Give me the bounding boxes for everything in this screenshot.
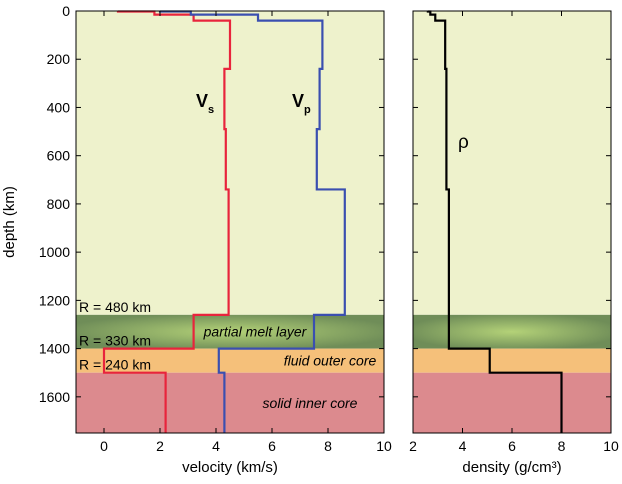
axes-layer: 0 2 4 6 8 10 0 200 400 600 800 1000 1200 1400 1600 velo… bbox=[1, 3, 619, 476]
y-tick-label: 1600 bbox=[39, 389, 70, 405]
region-labels: partial melt layer R = 480 km fluid outer … bbox=[79, 299, 377, 411]
radius-label-inner_core: R = 240 km bbox=[79, 357, 151, 373]
vp-profile-line bbox=[158, 10, 346, 433]
layer-band-outer_core-panel-1 bbox=[76, 348, 384, 373]
series-layer bbox=[102, 10, 563, 433]
x-axis-title-1: velocity (km/s) bbox=[182, 459, 278, 476]
rho-profile-line bbox=[426, 10, 563, 433]
x-tick-label: 4 bbox=[212, 438, 220, 454]
layer-band-upper-panel-2 bbox=[413, 11, 611, 315]
radius-label-outer_core: R = 330 km bbox=[79, 333, 151, 349]
layer-band-inner_core-panel-1 bbox=[76, 372, 384, 433]
rho-series-label: ρ bbox=[458, 132, 469, 153]
x-axis-title-2: density (g/cm³) bbox=[462, 459, 561, 476]
region-label-melt: partial melt layer bbox=[203, 324, 308, 340]
y-tick-label: 1200 bbox=[39, 292, 70, 308]
x-tick-label: 10 bbox=[603, 438, 619, 454]
y-tick-label: 200 bbox=[47, 51, 71, 67]
vp-series-label: V bbox=[292, 91, 304, 111]
y-tick-label: 800 bbox=[47, 196, 71, 212]
y-tick-label: 1400 bbox=[39, 341, 70, 357]
vs-series-subscript: s bbox=[208, 104, 214, 116]
x-tick-label: 2 bbox=[409, 438, 417, 454]
layer-band-inner_core-panel-2 bbox=[413, 372, 611, 433]
y-tick-label: 600 bbox=[47, 148, 71, 164]
x-tick-label: 8 bbox=[324, 438, 332, 454]
vp-series-subscript: p bbox=[304, 104, 311, 116]
y-tick-label: 400 bbox=[47, 99, 71, 115]
x-tick-label: 6 bbox=[268, 438, 276, 454]
region-label-inner_core: solid inner core bbox=[263, 395, 358, 411]
vs-profile-line bbox=[102, 10, 232, 433]
y-tick-label: 0 bbox=[62, 3, 70, 19]
radius-label-melt: R = 480 km bbox=[79, 299, 151, 315]
x-tick-label: 2 bbox=[156, 438, 164, 454]
panel-frame-1 bbox=[75, 10, 385, 434]
vs-series-label: V bbox=[196, 91, 208, 111]
background-layer bbox=[76, 11, 611, 433]
region-label-outer_core: fluid outer core bbox=[284, 353, 377, 369]
x-tick-label: 8 bbox=[558, 438, 566, 454]
layer-band-melt-panel-1 bbox=[76, 314, 384, 349]
y-axis-title: depth (km) bbox=[1, 186, 18, 258]
x-tick-label: 4 bbox=[459, 438, 467, 454]
x-tick-label: 10 bbox=[376, 438, 392, 454]
x-tick-label: 6 bbox=[508, 438, 516, 454]
x-tick-label: 0 bbox=[100, 438, 108, 454]
layer-band-outer_core-panel-2 bbox=[413, 348, 611, 373]
y-tick-label: 1000 bbox=[39, 244, 70, 260]
layer-band-melt-panel-2 bbox=[413, 314, 611, 349]
